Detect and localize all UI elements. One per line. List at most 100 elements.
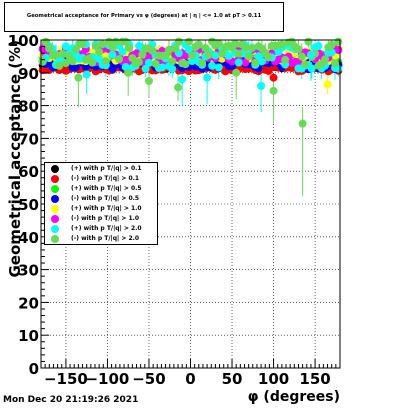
data-point xyxy=(301,60,310,69)
data-point xyxy=(45,44,54,53)
data-point xyxy=(98,40,107,49)
data-point xyxy=(188,51,197,60)
data-point-outlier xyxy=(298,119,307,128)
legend-label: (+) with p T/|q| > 0.1 xyxy=(71,165,142,172)
data-point xyxy=(297,52,306,61)
data-point xyxy=(148,46,157,55)
data-point xyxy=(125,43,134,52)
legend-marker-icon xyxy=(51,185,59,193)
data-point xyxy=(91,42,100,51)
data-point xyxy=(257,57,266,66)
legend-label: (+) with p T/|q| > 0.5 xyxy=(71,185,142,192)
legend-marker-icon xyxy=(51,175,59,183)
data-point-outlier xyxy=(144,77,153,85)
y-tick-label: 20 xyxy=(18,294,39,312)
data-point xyxy=(241,58,250,67)
y-tick-label: 70 xyxy=(18,130,39,148)
legend-marker-icon xyxy=(51,195,59,203)
y-tick-label: 50 xyxy=(18,196,39,214)
data-point xyxy=(214,39,223,48)
legend-label: (-) with p T/|q| > 1.0 xyxy=(71,215,140,222)
data-point xyxy=(241,43,250,52)
data-point-outlier xyxy=(82,70,91,79)
data-point xyxy=(304,37,313,46)
data-point xyxy=(55,61,64,70)
legend-entry: (-) with p T/|q| > 2.0 xyxy=(45,234,157,244)
legend-marker-icon xyxy=(51,225,59,233)
legend-label: (+) with p T/|q| > 1.0 xyxy=(71,205,142,212)
data-point xyxy=(204,50,213,59)
y-tick-label: 60 xyxy=(18,163,39,181)
legend-marker-icon xyxy=(51,215,59,223)
legend-entry: (-) with p T/|q| > 1.0 xyxy=(45,214,157,224)
data-point xyxy=(168,57,177,66)
data-point xyxy=(224,51,233,60)
y-tick-label: 90 xyxy=(18,65,39,83)
data-point xyxy=(38,57,47,66)
data-point xyxy=(234,49,243,58)
x-tick-label: 50 xyxy=(222,370,243,388)
data-point xyxy=(211,51,220,60)
legend-label: (-) with p T/|q| > 2.0 xyxy=(71,235,140,242)
y-tick-label: 0 xyxy=(29,360,39,378)
data-point xyxy=(171,44,180,53)
data-point xyxy=(184,37,193,46)
data-point xyxy=(61,42,70,51)
data-point xyxy=(251,58,260,67)
data-point xyxy=(88,58,97,67)
data-point xyxy=(331,59,340,68)
data-point xyxy=(208,61,217,70)
x-tick-label: 100 xyxy=(258,370,289,388)
y-tick-label: 10 xyxy=(18,327,39,345)
data-point xyxy=(247,43,256,52)
data-point-outlier xyxy=(203,73,212,82)
data-point xyxy=(158,63,167,72)
data-point xyxy=(334,37,343,46)
data-point xyxy=(151,59,160,68)
chart-title: Geometrical acceptance for Primary vs φ … xyxy=(26,13,262,19)
data-point xyxy=(218,49,227,58)
legend: (+) with p T/|q| > 0.1 (-) with p T/|q| >… xyxy=(44,162,158,245)
y-tick-label: 100 xyxy=(8,32,39,50)
data-point xyxy=(78,40,87,49)
x-tick-label: −100 xyxy=(85,370,129,388)
x-tick-label: −150 xyxy=(44,370,88,388)
y-tick-label: 40 xyxy=(18,229,39,247)
legend-entry: (+) with p T/|q| > 0.5 xyxy=(45,184,157,194)
data-point xyxy=(138,50,147,59)
data-point xyxy=(164,45,173,54)
data-point-outlier xyxy=(178,75,187,84)
legend-entry: (+) with p T/|q| > 2.0 xyxy=(45,224,157,234)
legend-marker-icon xyxy=(51,235,59,243)
legend-entry: (-) with p T/|q| > 0.5 xyxy=(45,194,157,204)
data-point xyxy=(95,47,104,56)
data-point-outlier xyxy=(174,83,183,92)
data-point xyxy=(174,37,183,46)
data-point xyxy=(327,40,336,49)
data-point xyxy=(51,50,60,59)
data-point xyxy=(101,57,110,66)
legend-entry: (+) with p T/|q| > 0.1 xyxy=(45,164,157,174)
data-point xyxy=(168,64,177,73)
y-axis-label: Geometrical acceptance (%) xyxy=(6,40,24,278)
data-point xyxy=(61,59,70,68)
data-point xyxy=(41,37,50,46)
data-point xyxy=(194,40,203,49)
data-point xyxy=(314,41,323,50)
legend-label: (-) with p T/|q| > 0.5 xyxy=(71,195,140,202)
data-point xyxy=(115,55,124,64)
data-point xyxy=(198,59,207,68)
data-point xyxy=(231,39,240,48)
x-tick-label: 0 xyxy=(185,370,195,388)
data-point-outlier xyxy=(74,73,83,82)
data-point xyxy=(294,45,303,54)
legend-entry: (+) with p T/|q| > 1.0 xyxy=(45,204,157,214)
data-point-outlier xyxy=(124,68,133,77)
data-point xyxy=(108,50,117,59)
data-point xyxy=(214,63,223,72)
y-tick-label: 80 xyxy=(18,98,39,116)
data-point xyxy=(201,44,210,53)
data-point xyxy=(71,63,80,72)
legend-label: (+) with p T/|q| > 2.0 xyxy=(71,225,142,232)
